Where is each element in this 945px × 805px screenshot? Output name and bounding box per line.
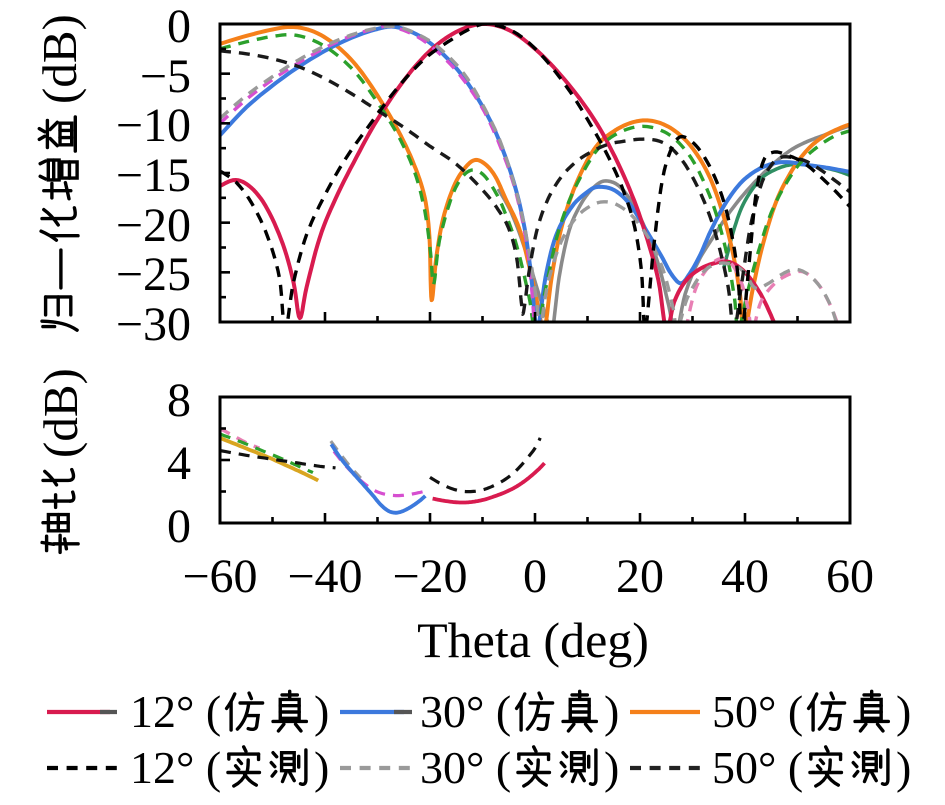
svg-text:(dB): (dB): [32, 14, 87, 104]
svg-text:30° (: 30° (: [420, 686, 511, 737]
svg-text:−60: −60: [182, 550, 257, 603]
svg-text:−20: −20: [392, 550, 467, 603]
svg-text:50° (: 50° (: [712, 742, 803, 793]
svg-text:12° (: 12° (: [130, 686, 221, 737]
svg-text:4: 4: [167, 437, 191, 490]
svg-text:): ): [604, 686, 619, 737]
svg-text:−5: −5: [140, 50, 191, 103]
svg-text:(dB): (dB): [33, 368, 88, 458]
svg-text:Theta (deg): Theta (deg): [417, 612, 649, 668]
svg-text:20: 20: [616, 550, 664, 603]
svg-text:8: 8: [167, 374, 191, 427]
svg-text:−10: −10: [116, 99, 191, 152]
svg-text:−20: −20: [116, 199, 191, 252]
svg-text:0: 0: [167, 500, 191, 553]
svg-text:): ): [314, 686, 329, 737]
svg-text:40: 40: [721, 550, 769, 603]
svg-text:): ): [896, 686, 911, 737]
svg-text:60: 60: [826, 550, 874, 603]
svg-text:): ): [314, 742, 329, 793]
svg-text:−30: −30: [116, 298, 191, 351]
svg-text:12° (: 12° (: [130, 742, 221, 793]
svg-text:): ): [896, 742, 911, 793]
svg-text:): ): [604, 742, 619, 793]
svg-text:−15: −15: [116, 149, 191, 202]
svg-text:−25: −25: [116, 248, 191, 301]
svg-text:30° (: 30° (: [420, 742, 511, 793]
svg-text:0: 0: [167, 0, 191, 53]
svg-text:0: 0: [523, 550, 547, 603]
svg-text:−40: −40: [287, 550, 362, 603]
svg-text:50° (: 50° (: [712, 686, 803, 737]
